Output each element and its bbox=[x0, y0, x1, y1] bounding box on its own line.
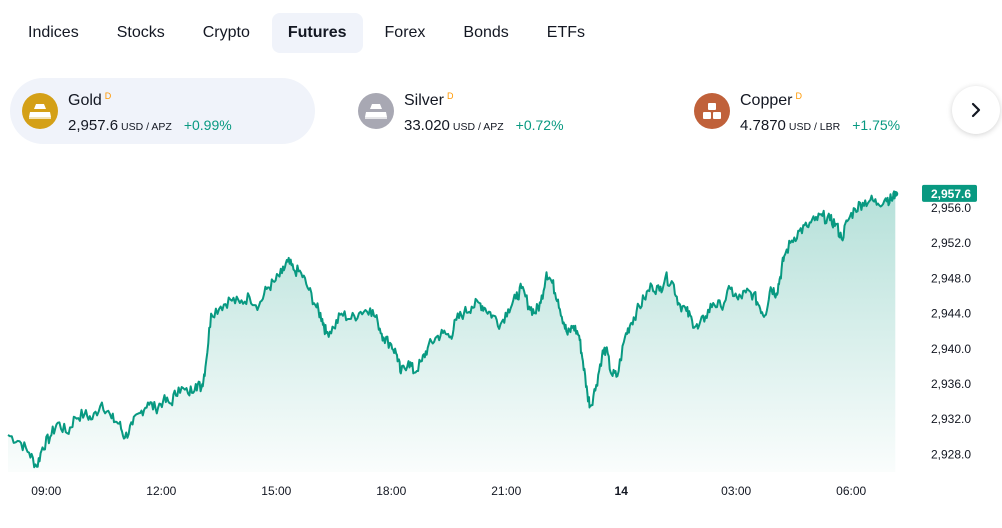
tab-bonds[interactable]: Bonds bbox=[463, 24, 509, 41]
price-area-fill bbox=[8, 191, 896, 472]
quote-row: 33.020 USD / APZ +0.72% bbox=[404, 116, 564, 136]
last-price-badge-text: 2,957.6 bbox=[931, 187, 971, 201]
delayed-badge: D bbox=[447, 91, 454, 101]
x-tick-label: 06:00 bbox=[836, 484, 866, 498]
card-info: Gold D 2,957.6 USD / APZ +0.99% bbox=[68, 86, 232, 136]
symbol-name: Silver D bbox=[404, 86, 564, 111]
market-category-tabs: Indices Stocks Crypto Futures Forex Bonds ETFs bbox=[12, 13, 607, 53]
chevron-right-icon bbox=[971, 102, 981, 118]
change-percent: +1.75% bbox=[852, 117, 901, 133]
x-tick-label: 18:00 bbox=[376, 484, 406, 498]
silver-bars-icon bbox=[358, 93, 394, 129]
y-tick-label: 2,932.0 bbox=[931, 412, 971, 426]
y-tick-label: 2,936.0 bbox=[931, 377, 971, 391]
next-cards-button[interactable] bbox=[952, 86, 1000, 134]
x-tick-label: 03:00 bbox=[721, 484, 751, 498]
delayed-badge: D bbox=[104, 91, 112, 101]
price-unit: USD / LBR bbox=[788, 121, 841, 133]
tab-etfs[interactable]: ETFs bbox=[546, 24, 586, 41]
card-info: Copper D 4.7870 USD / LBR +1.75% bbox=[740, 86, 900, 136]
tab-futures[interactable]: Futures bbox=[271, 13, 363, 53]
futures-card-silver[interactable]: Silver D 33.020 USD / APZ +0.72% bbox=[346, 78, 651, 144]
last-price-badge bbox=[922, 184, 977, 202]
price-unit: USD / APZ bbox=[452, 121, 504, 133]
x-tick-label: 21:00 bbox=[491, 484, 521, 498]
symbol-name: Copper D bbox=[740, 86, 900, 111]
price-unit: USD / APZ bbox=[121, 121, 172, 133]
change-percent: +0.99% bbox=[183, 117, 232, 133]
quote-row: 4.7870 USD / LBR +1.75% bbox=[740, 116, 900, 136]
symbol-name-text: Gold bbox=[68, 92, 102, 109]
delayed-badge: D bbox=[795, 91, 802, 101]
quote-row: 2,957.6 USD / APZ +0.99% bbox=[68, 116, 232, 136]
last-price-dot bbox=[892, 190, 899, 197]
symbol-name-text: Silver bbox=[404, 92, 445, 109]
x-tick-label: 09:00 bbox=[31, 484, 61, 498]
tab-indices[interactable]: Indices bbox=[28, 24, 79, 41]
x-tick-label: 14 bbox=[615, 484, 629, 498]
y-tick-label: 2,956.0 bbox=[931, 201, 971, 215]
symbol-name-text: Copper bbox=[740, 92, 793, 109]
futures-card-copper[interactable]: Copper D 4.7870 USD / LBR +1.75% bbox=[682, 78, 987, 144]
price-line bbox=[7, 190, 897, 469]
price-chart[interactable]: 2,928.0 2,932.0 2,936.0 2,940.0 2,944.0 2,948… bbox=[0, 150, 1002, 528]
futures-cards: Gold D 2,957.6 USD / APZ +0.99% Silver D 33.020… bbox=[10, 78, 1002, 144]
copper-bars-icon bbox=[694, 93, 730, 129]
y-tick-label: 2,944.0 bbox=[931, 307, 971, 321]
tab-crypto[interactable]: Crypto bbox=[202, 24, 250, 41]
y-tick-label: 2,928.0 bbox=[931, 447, 971, 461]
futures-card-gold[interactable]: Gold D 2,957.6 USD / APZ +0.99% bbox=[10, 78, 315, 144]
symbol-name: Gold D bbox=[68, 86, 232, 111]
card-info: Silver D 33.020 USD / APZ +0.72% bbox=[404, 86, 564, 136]
change-percent: +0.72% bbox=[515, 117, 564, 133]
y-tick-label: 2,948.0 bbox=[931, 271, 971, 285]
tab-forex[interactable]: Forex bbox=[384, 24, 426, 41]
x-tick-label: 15:00 bbox=[261, 484, 291, 498]
gold-bars-icon bbox=[22, 93, 58, 129]
x-tick-label: 12:00 bbox=[146, 484, 176, 498]
last-price: 4.7870 bbox=[740, 117, 786, 134]
tab-stocks[interactable]: Stocks bbox=[116, 24, 165, 41]
last-price: 2,957.6 bbox=[68, 117, 119, 134]
last-price: 33.020 bbox=[404, 117, 450, 134]
y-tick-label: 2,952.0 bbox=[931, 236, 971, 250]
y-tick-label: 2,940.0 bbox=[931, 342, 971, 356]
